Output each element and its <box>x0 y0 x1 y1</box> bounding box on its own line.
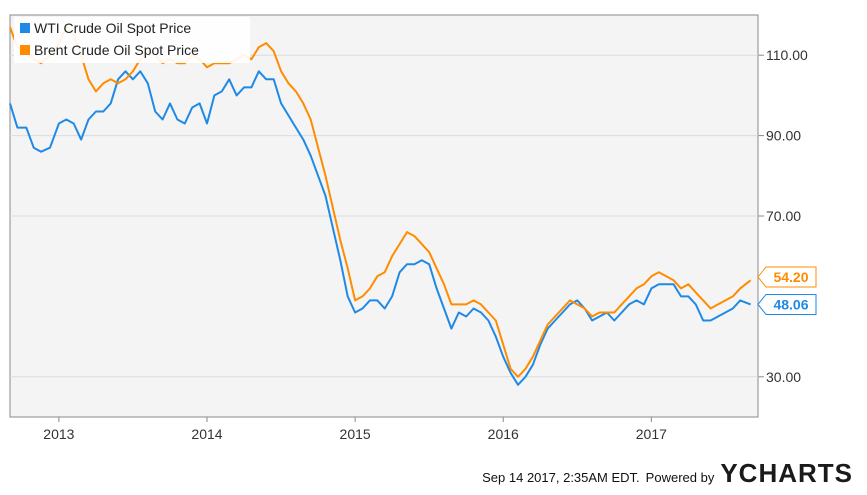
y-tick-label: 90.00 <box>766 128 801 144</box>
y-axis: 30.00 70.00 90.00 110.00 <box>758 47 808 385</box>
ycharts-logo[interactable]: YCHARTS <box>720 458 853 488</box>
x-tick-label: 2017 <box>636 426 667 442</box>
series-line-brent <box>9 26 752 378</box>
end-label-wti: 48.06 <box>757 293 817 315</box>
legend: WTI Crude Oil Spot Price Brent Crude Oil … <box>14 17 250 63</box>
end-label-brent: 54.20 <box>757 266 817 288</box>
timestamp: Sep 14 2017, 2:35AM EDT. <box>482 470 640 485</box>
end-labels: 48.06 54.20 <box>757 266 817 315</box>
grid-lines <box>10 54 758 378</box>
y-tick-label: 110.00 <box>766 47 808 63</box>
legend-background <box>14 17 250 63</box>
y-tick-label: 30.00 <box>766 369 801 385</box>
footer: Sep 14 2017, 2:35AM EDT. Powered by YCHA… <box>482 458 853 489</box>
y-tick-label: 70.00 <box>766 208 801 224</box>
series-line-wti <box>9 70 751 386</box>
powered-by-text: Powered by <box>645 470 715 485</box>
x-tick-label: 2015 <box>340 426 371 442</box>
x-tick-label: 2016 <box>488 426 519 442</box>
legend-label: Brent Crude Oil Spot Price <box>34 42 199 58</box>
series-lines <box>9 26 752 386</box>
legend-swatch <box>20 23 30 33</box>
x-tick-label: 2014 <box>191 426 222 442</box>
x-axis: 2013 2014 2015 2016 2017 <box>43 417 667 442</box>
x-tick-label: 2013 <box>43 426 74 442</box>
end-label-value: 54.20 <box>773 269 808 285</box>
end-label-value: 48.06 <box>773 296 808 312</box>
legend-swatch <box>20 45 30 55</box>
legend-label: WTI Crude Oil Spot Price <box>34 20 191 36</box>
